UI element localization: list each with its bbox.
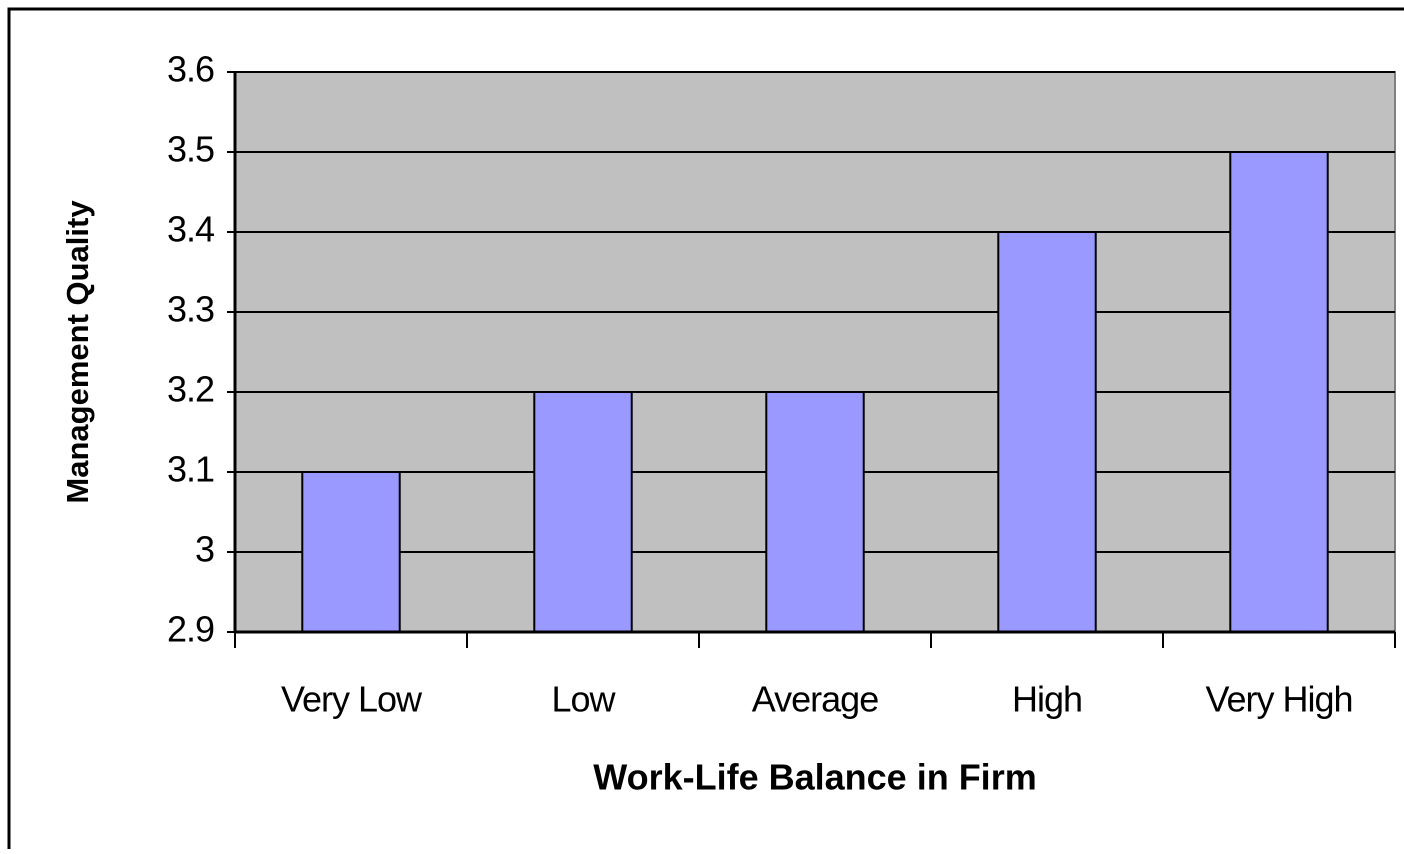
y-tick-label: 3.6 <box>167 49 214 90</box>
x-tick-label: High <box>1012 679 1082 720</box>
y-tick-label: 3.5 <box>167 129 214 170</box>
y-tick-label: 3.1 <box>167 449 214 490</box>
x-tick-label: Very Low <box>281 679 423 720</box>
bar <box>997 231 1097 633</box>
y-tick-label: 3.3 <box>167 289 214 330</box>
x-tick-label: Low <box>551 679 616 720</box>
y-axis-title: Management Quality <box>60 200 95 504</box>
x-axis-title: Work-Life Balance in Firm <box>593 757 1036 798</box>
x-tick-label: Average <box>752 679 878 720</box>
y-tick-label: 3 <box>195 529 214 570</box>
bar <box>301 471 401 633</box>
y-tick-label: 3.2 <box>167 369 214 410</box>
y-tick-label: 3.4 <box>167 209 214 250</box>
x-tick-label: Very High <box>1205 679 1352 720</box>
bar <box>765 391 865 633</box>
bar <box>533 391 633 633</box>
bar <box>1229 151 1329 633</box>
y-tick-label: 2.9 <box>167 609 214 650</box>
